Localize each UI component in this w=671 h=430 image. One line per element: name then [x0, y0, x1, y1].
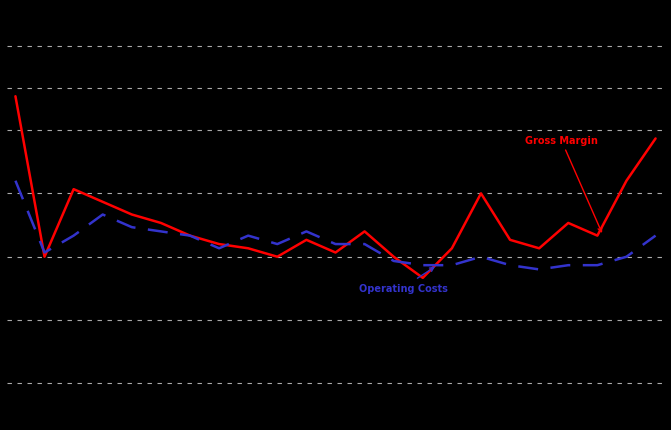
- Text: Operating Costs: Operating Costs: [359, 268, 448, 293]
- Text: Gross Margin: Gross Margin: [525, 135, 602, 232]
